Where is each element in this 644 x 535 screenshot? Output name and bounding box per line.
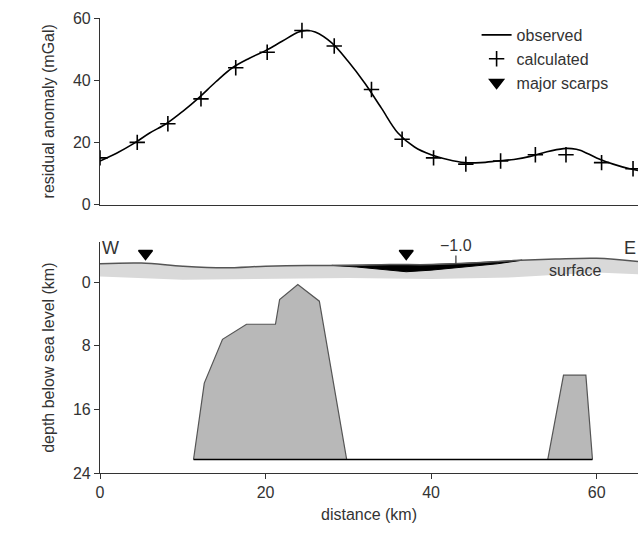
- svg-text:distance (km): distance (km): [321, 506, 417, 523]
- svg-text:60: 60: [73, 10, 91, 27]
- svg-text:E: E: [624, 238, 636, 258]
- svg-text:0: 0: [96, 484, 105, 501]
- svg-text:depth below sea level (km): depth below sea level (km): [40, 263, 57, 453]
- svg-text:W: W: [102, 238, 119, 258]
- svg-text:observed: observed: [517, 27, 583, 44]
- svg-text:residual anomaly (mGal): residual anomaly (mGal): [40, 24, 57, 198]
- svg-text:major scarps: major scarps: [517, 75, 609, 92]
- svg-text:24: 24: [73, 465, 91, 482]
- svg-text:60: 60: [588, 484, 606, 501]
- svg-text:40: 40: [73, 72, 91, 89]
- svg-text:−1.0: −1.0: [440, 237, 472, 254]
- svg-text:0: 0: [82, 196, 91, 213]
- svg-text:8: 8: [82, 337, 91, 354]
- svg-text:calculated: calculated: [517, 51, 589, 68]
- svg-text:20: 20: [257, 484, 275, 501]
- svg-text:0: 0: [82, 274, 91, 291]
- svg-text:40: 40: [422, 484, 440, 501]
- svg-text:20: 20: [73, 134, 91, 151]
- svg-text:16: 16: [73, 401, 91, 418]
- svg-text:surface: surface: [549, 262, 602, 279]
